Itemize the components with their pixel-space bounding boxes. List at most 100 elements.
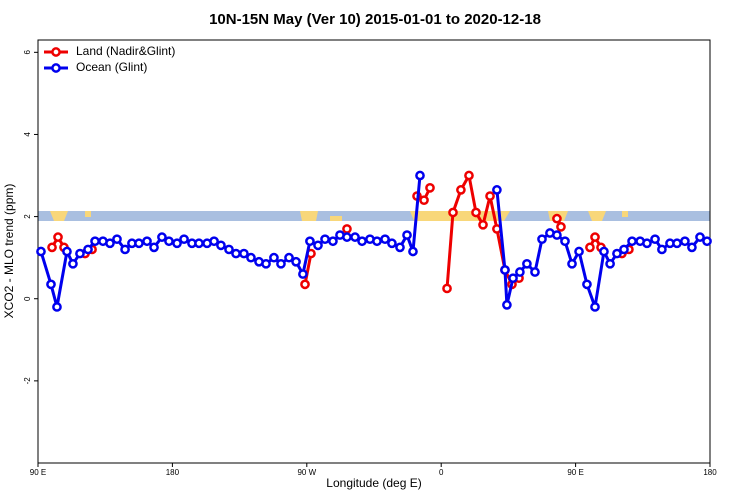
point [627, 236, 637, 247]
point [261, 258, 271, 269]
point [300, 279, 310, 290]
point [149, 242, 159, 253]
legend-marker [51, 47, 61, 57]
point [574, 246, 584, 257]
point [448, 207, 458, 218]
point [590, 302, 600, 312]
point [269, 252, 279, 263]
point [485, 191, 495, 201]
point [75, 248, 85, 259]
point [120, 244, 130, 255]
point [672, 238, 682, 249]
point [342, 224, 352, 234]
point [402, 230, 412, 240]
point [408, 246, 418, 257]
point [680, 236, 690, 247]
point [298, 269, 308, 279]
point [425, 182, 435, 193]
point [515, 267, 525, 277]
point [224, 244, 234, 255]
point [276, 258, 286, 269]
chart-title: 10N-15N May (Ver 10) 2015-01-01 to 2020-… [209, 11, 541, 28]
point [53, 232, 63, 242]
point [537, 234, 547, 245]
point [284, 252, 294, 263]
point [522, 258, 532, 269]
point [619, 244, 629, 255]
point [560, 236, 570, 247]
point [502, 300, 512, 310]
point [605, 258, 615, 269]
point [68, 258, 78, 269]
point [216, 240, 226, 251]
point [419, 195, 429, 206]
point [305, 236, 315, 247]
point [291, 256, 301, 267]
point [492, 185, 502, 195]
point [239, 248, 249, 259]
x-tick-label: 90 W [297, 468, 316, 477]
point [695, 232, 705, 242]
point [395, 242, 405, 253]
point [471, 207, 481, 218]
point [585, 242, 595, 253]
point [172, 238, 182, 249]
point [567, 258, 577, 269]
series [36, 170, 712, 312]
x-tick-label: 90 E [30, 468, 46, 477]
point [52, 302, 62, 312]
point [612, 248, 622, 259]
point [47, 242, 57, 253]
point [478, 219, 488, 230]
point [320, 234, 330, 245]
point [313, 240, 323, 251]
point [179, 234, 189, 245]
point [209, 236, 219, 247]
y-tick-label: -2 [23, 377, 32, 385]
point [46, 279, 56, 290]
point [500, 265, 510, 275]
point [36, 246, 46, 257]
point [657, 244, 667, 255]
point [387, 238, 397, 249]
y-tick-label: 0 [23, 296, 32, 301]
point [194, 238, 204, 249]
point [342, 232, 352, 242]
point [350, 232, 360, 242]
x-tick-label: 90 E [567, 468, 583, 477]
y-tick-label: 2 [23, 214, 32, 219]
point [552, 213, 562, 224]
y-tick-label: 4 [23, 132, 32, 137]
point [599, 246, 609, 257]
point [508, 273, 518, 284]
point [642, 238, 652, 249]
point [83, 244, 93, 255]
point [415, 170, 425, 181]
x-axis-label: Longitude (deg E) [326, 476, 421, 490]
point [62, 246, 72, 257]
y-axis-label: XCO2 - MLO trend (ppm) [2, 184, 16, 319]
point [157, 232, 167, 242]
point [105, 238, 115, 249]
map-strip [38, 211, 710, 221]
point [650, 234, 660, 245]
point [687, 242, 697, 253]
point [464, 170, 474, 181]
point [590, 232, 600, 242]
x-tick-label: 180 [166, 468, 180, 477]
point [380, 234, 390, 245]
point [90, 236, 100, 247]
point [142, 236, 152, 247]
plot-frame [37, 39, 711, 464]
point [702, 236, 712, 247]
y-tick-label: 6 [23, 50, 32, 55]
point [134, 238, 144, 249]
point [328, 236, 338, 247]
point [112, 234, 122, 245]
point [231, 248, 241, 259]
point [456, 185, 466, 195]
legend-label: Ocean (Glint) [76, 60, 147, 74]
point [357, 236, 367, 247]
point [372, 236, 382, 247]
x-tick-label: 0 [439, 468, 444, 477]
